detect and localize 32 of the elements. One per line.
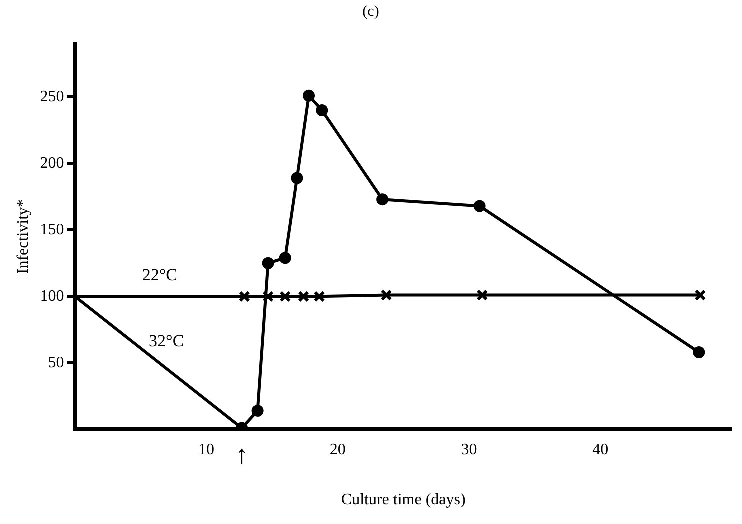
point <box>252 404 264 417</box>
point <box>262 290 274 302</box>
x-tick-label: 30 <box>461 441 478 458</box>
y-tick-label: 200 <box>40 154 64 172</box>
x-axis-title: Culture time (days) <box>341 492 466 509</box>
y-axis-title: Infectivity* <box>14 199 32 274</box>
point <box>291 172 304 184</box>
y-tick-label: 50 <box>48 354 64 372</box>
point <box>262 257 274 270</box>
point <box>298 290 310 302</box>
point <box>474 200 486 212</box>
point <box>476 290 488 302</box>
chart-title: (c) <box>362 4 380 21</box>
series-label: 22°C <box>142 266 178 285</box>
point <box>693 346 706 358</box>
x-tick-label: 10 <box>198 441 215 458</box>
y-tick-label: 100 <box>40 288 64 305</box>
point <box>280 290 292 302</box>
point <box>279 252 292 264</box>
x-tick-label: 40 <box>592 441 609 458</box>
series-label: 32°C <box>149 331 184 350</box>
point <box>314 290 326 302</box>
point <box>380 290 392 302</box>
point <box>316 104 328 116</box>
x-tick-label: 20 <box>330 441 346 458</box>
point <box>238 290 250 302</box>
point <box>303 90 316 102</box>
y-tick-label: 250 <box>40 88 64 106</box>
annotation: ↑ <box>236 440 249 470</box>
point <box>694 290 706 302</box>
point <box>376 194 389 206</box>
y-tick-label: 150 <box>40 221 64 238</box>
